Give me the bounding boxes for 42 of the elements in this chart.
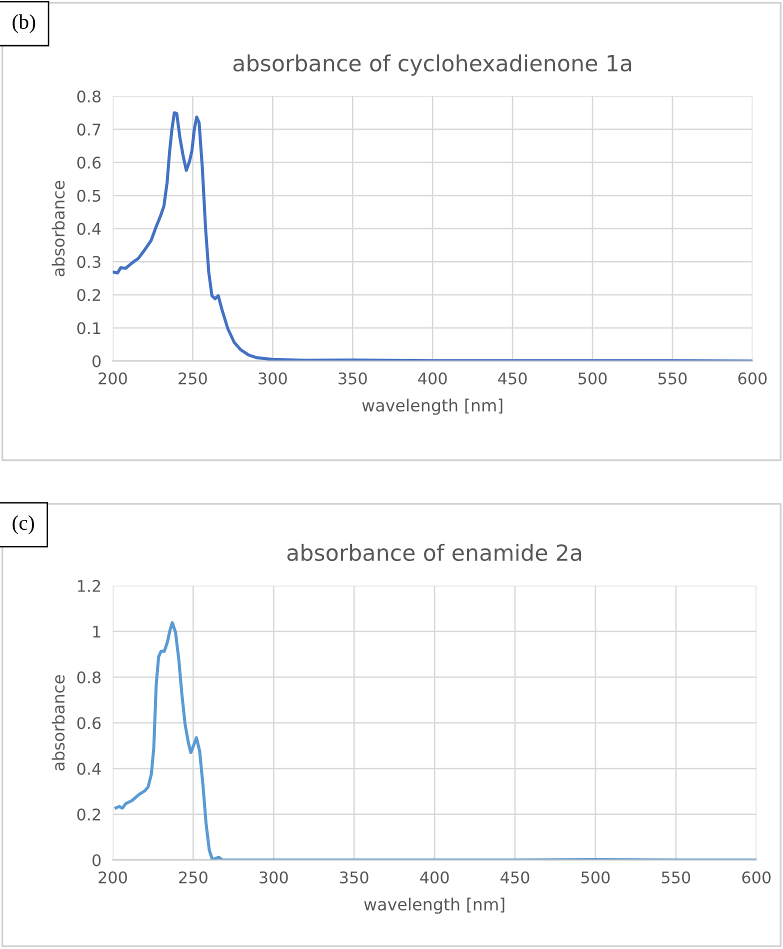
x-axis-title: wavelength [nm] <box>364 898 504 914</box>
y-tick-label: 0.4 <box>77 762 101 775</box>
y-tick-label: 0.5 <box>77 190 100 202</box>
y-tick-label: 0.8 <box>77 671 101 684</box>
y-tick-label: 1 <box>93 626 100 638</box>
y-tick-label: 0.2 <box>77 289 100 302</box>
y-tick-label: 0.8 <box>77 90 101 103</box>
x-tick-label: 600 <box>742 871 771 884</box>
x-tick-label: 600 <box>738 372 767 384</box>
chart-title: absorbance of cyclohexadienone 1a <box>233 54 632 76</box>
x-axis-title: wavelength [nm] <box>362 398 502 415</box>
y-tick-label: 0 <box>92 355 101 368</box>
x-tick-label: 200 <box>98 372 127 384</box>
y-axis-title: absorbance <box>52 675 65 771</box>
x-tick-label: 500 <box>578 372 607 384</box>
x-tick-label: 300 <box>260 871 288 884</box>
x-tick-label: 450 <box>500 871 530 884</box>
y-tick-label: 0 <box>92 854 101 866</box>
x-tick-label: 550 <box>662 871 690 884</box>
y-tick-label: 0.2 <box>77 808 100 821</box>
chart-title: absorbance of enamide 2a <box>287 544 582 562</box>
x-tick-label: 400 <box>418 372 447 384</box>
x-tick-label: 200 <box>98 871 127 884</box>
x-tick-label: 350 <box>338 372 367 384</box>
x-tick-label: 500 <box>581 871 610 884</box>
text: (c) <box>12 515 34 534</box>
y-tick-label: 0.1 <box>77 322 100 334</box>
y-tick-label: 1.2 <box>78 580 100 592</box>
y-tick-label: 0.7 <box>77 124 100 136</box>
x-tick-label: 550 <box>658 372 687 384</box>
y-tick-label: 0.6 <box>77 717 101 730</box>
y-axis-title: absorbance <box>52 180 65 276</box>
x-tick-label: 250 <box>179 871 208 884</box>
y-tick-label: 0.3 <box>77 256 100 268</box>
x-tick-label: 400 <box>420 871 449 884</box>
x-tick-label: 300 <box>258 372 287 384</box>
text: (b) <box>12 14 36 34</box>
y-tick-label: 0.6 <box>77 156 101 169</box>
y-tick-label: 0.4 <box>77 222 101 235</box>
x-tick-label: 350 <box>340 871 368 884</box>
x-tick-label: 450 <box>498 372 527 384</box>
x-tick-label: 250 <box>178 372 207 384</box>
